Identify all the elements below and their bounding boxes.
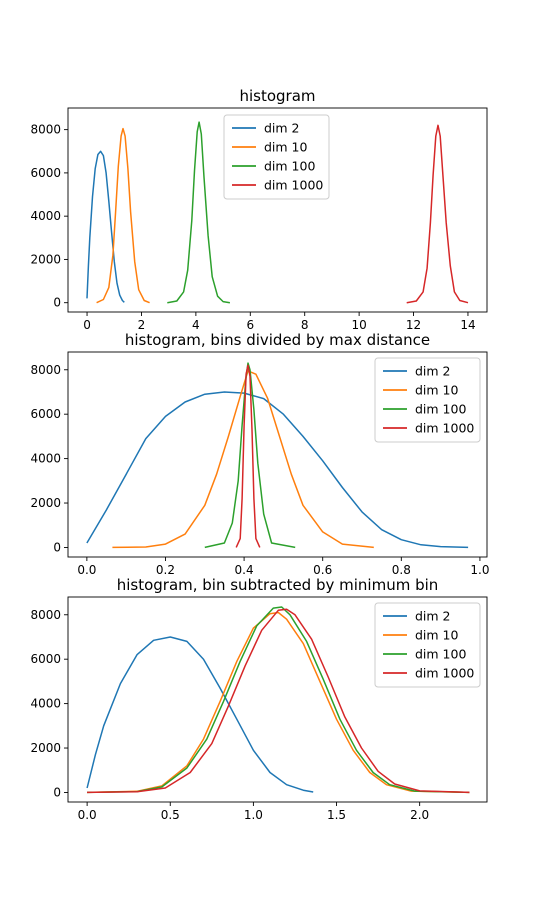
x-tick-label: 0.0 [78, 808, 97, 822]
legend-label: dim 10 [415, 383, 459, 398]
x-tick-label: 12 [406, 318, 421, 332]
y-tick-label: 4000 [30, 452, 61, 466]
x-tick-label: 1.5 [327, 808, 346, 822]
y-tick-label: 2000 [30, 252, 61, 266]
legend-box [223, 114, 330, 200]
chart-panel-3: histogram, bin subtracted by minimum bin… [30, 576, 488, 822]
series-line-dim-10 [87, 611, 470, 794]
series-line-dim-2 [86, 636, 314, 793]
x-tick-label: 6 [246, 318, 254, 332]
series-line-dim-10 [96, 127, 150, 304]
series-line-dim-1000 [87, 608, 470, 794]
series-line-dim-1000 [406, 124, 469, 304]
legend-label: dim 1000 [415, 421, 474, 436]
chart-title: histogram [239, 87, 315, 105]
legend: dim 2 dim 10 dim 100 dim 1000 [374, 357, 481, 443]
x-tick-label: 14 [460, 318, 475, 332]
series-line-dim-2 [86, 150, 125, 303]
axes-frame [67, 107, 488, 313]
chart-title: histogram, bins divided by max distance [125, 331, 430, 349]
y-tick-label: 0 [53, 296, 61, 310]
series-line-dim-100 [167, 121, 231, 304]
legend: dim 2 dim 10 dim 100 dim 1000 [223, 114, 330, 200]
x-tick-label: 0.4 [235, 563, 254, 577]
axes-frame [67, 351, 488, 558]
chart-title: histogram, bin subtracted by minimum bin [117, 576, 439, 594]
y-tick-label: 0 [53, 785, 61, 799]
legend-label: dim 1000 [415, 666, 474, 681]
x-tick-label: 4 [192, 318, 200, 332]
x-tick-label: 8 [301, 318, 309, 332]
legend-label: dim 100 [415, 647, 466, 662]
y-tick-label: 4000 [30, 209, 61, 223]
x-tick-label: 2.0 [410, 808, 429, 822]
y-tick-label: 2000 [30, 741, 61, 755]
x-tick-label: 0.2 [156, 563, 175, 577]
series-line-dim-2 [86, 391, 469, 549]
x-tick-label: 0.5 [161, 808, 180, 822]
legend-label: dim 100 [415, 402, 466, 417]
chart-panel-1: histogram 0 2 4 6 8 10 12 14 0 2000 4000 6000 8000 dim… [30, 87, 488, 332]
legend-box [374, 357, 481, 443]
legend-label: dim 10 [264, 140, 308, 155]
legend-label: dim 10 [415, 628, 459, 643]
x-tick-label: 1.0 [244, 808, 263, 822]
x-tick-label: 0.0 [77, 563, 96, 577]
y-tick-label: 0 [53, 540, 61, 554]
y-tick-label: 4000 [30, 697, 61, 711]
y-tick-label: 8000 [30, 608, 61, 622]
x-tick-label: 0.8 [392, 563, 411, 577]
x-tick-label: 0 [83, 318, 91, 332]
legend-label: dim 2 [264, 121, 300, 136]
y-tick-label: 6000 [30, 652, 61, 666]
x-tick-label: 10 [351, 318, 366, 332]
x-tick-label: 2 [138, 318, 146, 332]
y-tick-label: 2000 [30, 496, 61, 510]
legend-box [374, 602, 481, 688]
y-tick-label: 6000 [30, 407, 61, 421]
series-line-dim-100 [204, 362, 296, 549]
legend-label: dim 2 [415, 364, 451, 379]
series-line-dim-10 [112, 370, 374, 549]
chart-panel-2: histogram, bins divided by max distance 0… [30, 331, 489, 577]
axes-frame [67, 596, 488, 803]
y-tick-label: 8000 [30, 363, 61, 377]
legend-label: dim 1000 [264, 178, 323, 193]
x-tick-label: 0.6 [313, 563, 332, 577]
legend-label: dim 2 [415, 609, 451, 624]
legend-label: dim 100 [264, 159, 315, 174]
y-tick-label: 8000 [30, 123, 61, 137]
series-line-dim-1000 [235, 364, 261, 548]
y-tick-label: 6000 [30, 166, 61, 180]
series-line-dim-100 [87, 606, 470, 794]
legend: dim 2 dim 10 dim 100 dim 1000 [374, 602, 481, 688]
x-tick-label: 1.0 [470, 563, 489, 577]
